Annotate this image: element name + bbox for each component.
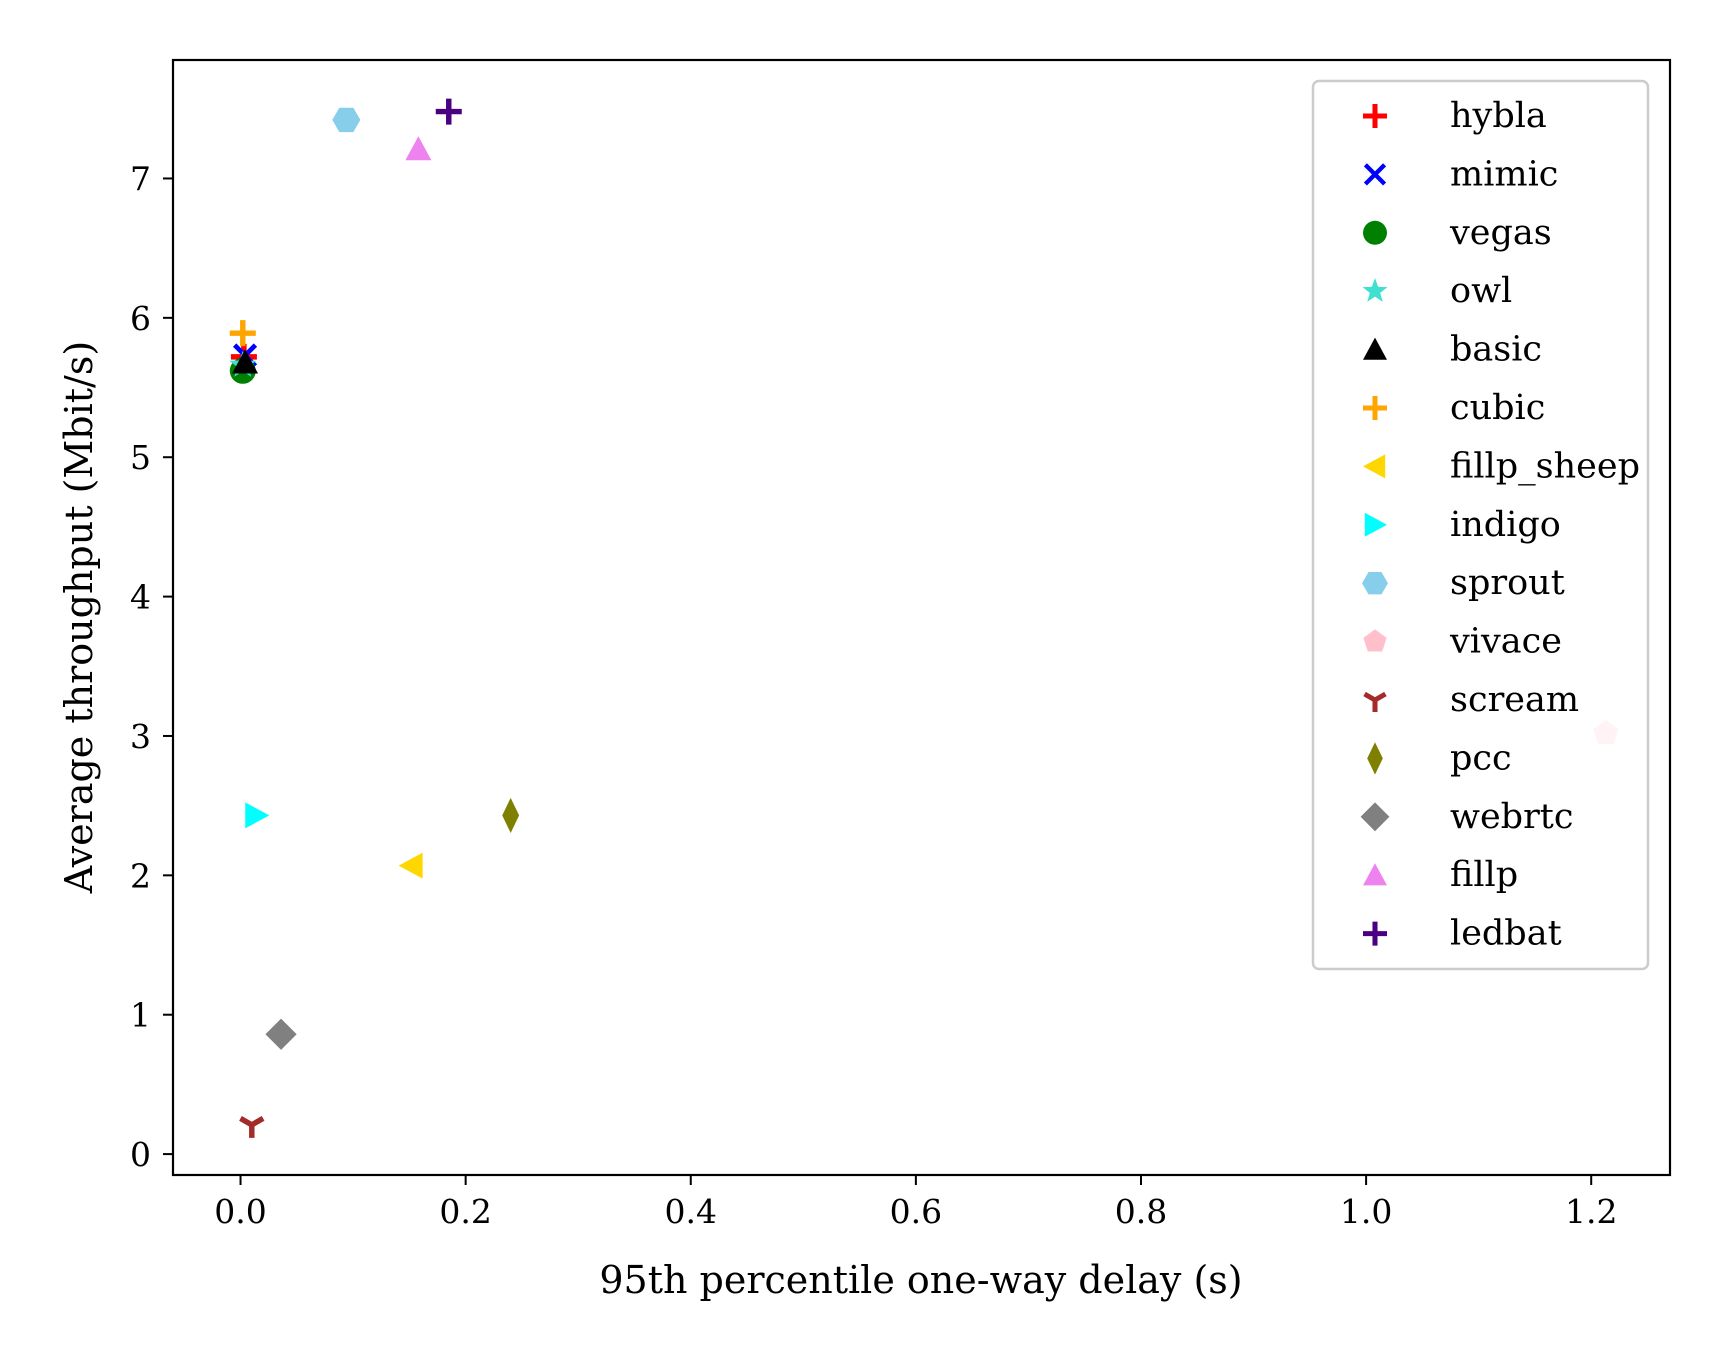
data-point-basic xyxy=(232,349,259,374)
y-tick-label: 7 xyxy=(130,159,151,198)
legend-label-sprout: sprout xyxy=(1450,563,1565,603)
x-axis-label: 95th percentile one-way delay (s) xyxy=(599,1258,1242,1302)
data-point-fillp-sheep xyxy=(398,852,423,879)
legend-label-pcc: pcc xyxy=(1450,738,1512,778)
y-tick-label: 4 xyxy=(130,578,151,617)
legend-marker-mimic xyxy=(1363,163,1387,186)
data-point-fillp xyxy=(405,136,432,161)
legend-items: hybla mimic vegas owl basic cubic fillp_sheepi… xyxy=(1360,96,1640,954)
legend-label-ledbat: ledbat xyxy=(1450,914,1562,954)
y-tick-label: 5 xyxy=(130,438,151,477)
legend-marker-webrtc xyxy=(1360,802,1390,832)
legend-label-hybla: hybla xyxy=(1450,96,1547,136)
legend-label-fillp-sheep: fillp_sheep xyxy=(1450,446,1640,486)
legend-marker-owl xyxy=(1362,278,1388,302)
y-tick-label: 1 xyxy=(130,996,151,1035)
y-tick-label: 0 xyxy=(130,1135,151,1174)
data-point-sprout xyxy=(332,107,361,133)
data-point-webrtc xyxy=(265,1018,297,1050)
legend-label-scream: scream xyxy=(1450,680,1579,720)
x-axis-ticks: 0.0 0.2 0.4 0.6 0.8 1.0 1.2 xyxy=(214,1175,1617,1231)
data-point-pcc xyxy=(502,797,520,833)
legend-marker-pcc xyxy=(1367,742,1383,775)
legend-marker-cubic xyxy=(1363,396,1387,420)
legend-marker-fillp-sheep xyxy=(1363,454,1386,479)
y-tick-label: 3 xyxy=(130,717,151,756)
legend-marker-ledbat xyxy=(1363,921,1387,946)
legend-label-cubic: cubic xyxy=(1450,388,1545,428)
data-point-cubic xyxy=(229,320,256,347)
x-tick-label: 1.0 xyxy=(1340,1192,1392,1231)
legend-marker-fillp xyxy=(1363,863,1387,886)
legend-marker-indigo xyxy=(1364,512,1387,537)
x-tick-label: 0.2 xyxy=(439,1192,491,1231)
data-point-scream xyxy=(239,1115,265,1138)
legend-marker-vivace xyxy=(1363,629,1387,652)
legend-label-owl: owl xyxy=(1450,271,1512,311)
x-tick-label: 0.4 xyxy=(665,1192,717,1231)
plot-area-frame xyxy=(171,58,1672,1177)
legend-label-mimic: mimic xyxy=(1450,154,1558,194)
y-axis-ticks: 0 1 2 3 4 5 6 7 xyxy=(130,159,173,1174)
legend-box xyxy=(1311,79,1650,971)
y-tick-label: 6 xyxy=(130,299,151,338)
x-tick-label: 0.6 xyxy=(890,1192,942,1231)
data-point-indigo xyxy=(245,802,270,829)
legend-label-basic: basic xyxy=(1450,330,1542,370)
legend-marker-hybla xyxy=(1363,104,1387,128)
legend-label-vivace: vivace xyxy=(1449,622,1562,662)
x-tick-label: 0.8 xyxy=(1115,1192,1167,1231)
legend-label-vegas: vegas xyxy=(1449,213,1552,253)
data-point-ledbat xyxy=(435,98,462,125)
legend-marker-basic xyxy=(1363,337,1387,360)
legend-marker-vegas xyxy=(1363,220,1387,245)
legend-marker-sprout xyxy=(1362,571,1388,595)
legend: hybla mimic vegas owl basic cubic fillp_sheepi… xyxy=(1311,79,1650,971)
x-tick-label: 0.0 xyxy=(214,1192,266,1231)
legend-label-indigo: indigo xyxy=(1450,505,1561,545)
legend-marker-scream xyxy=(1363,691,1387,712)
legend-label-fillp: fillp xyxy=(1450,855,1518,895)
y-tick-label: 2 xyxy=(130,856,151,895)
legend-label-webrtc: webrtc xyxy=(1450,797,1573,837)
y-axis-label: Average throughput (Mbit/s) xyxy=(57,341,101,894)
x-tick-label: 1.2 xyxy=(1565,1192,1617,1231)
